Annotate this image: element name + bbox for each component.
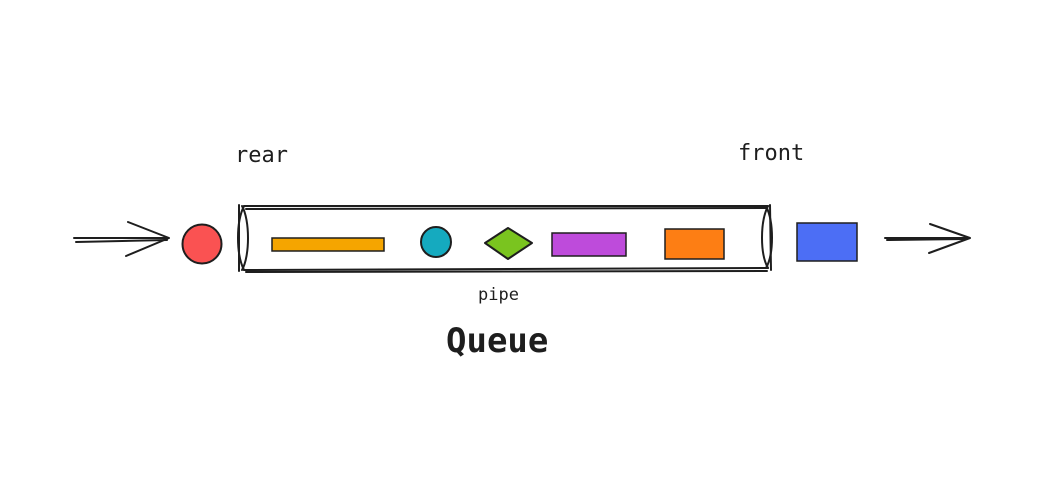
outgoing-arrow-icon <box>884 223 971 254</box>
queue-item-yellow-bar <box>271 237 385 252</box>
queue-item-purple-rect <box>551 232 627 257</box>
queue-item-teal-circle <box>420 226 452 258</box>
pipe-tube <box>237 204 773 273</box>
incoming-arrow-icon <box>73 221 170 257</box>
queue-item-orange-rect <box>664 228 725 260</box>
incoming-circle <box>181 223 223 265</box>
outgoing-square <box>796 222 858 262</box>
queue-title: Queue <box>446 321 548 361</box>
pipe-label: pipe <box>478 285 519 305</box>
front-label: front <box>738 141 804 166</box>
rear-label: rear <box>235 143 288 168</box>
queue-item-green-diamond <box>484 227 533 260</box>
